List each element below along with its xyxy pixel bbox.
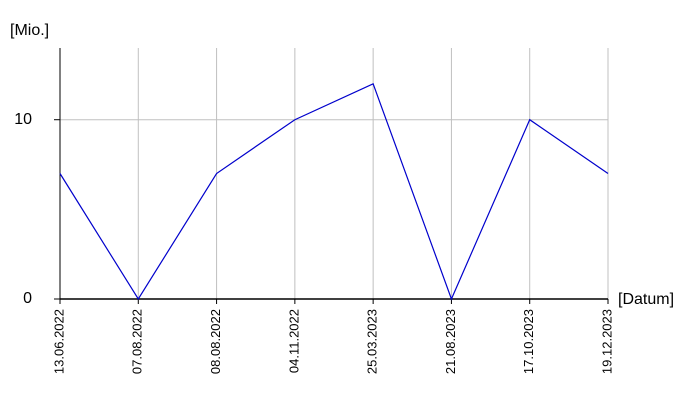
y-axis-label: [Mio.]: [10, 22, 49, 39]
x-tick-label: 08.08.2022: [208, 309, 223, 374]
x-tick-label: 13.06.2022: [51, 309, 66, 374]
x-tick-label: 19.12.2023: [599, 309, 614, 374]
x-axis-label: [Datum]: [618, 291, 674, 308]
y-tick-label: 10: [14, 111, 32, 128]
y-tick-label: 0: [23, 290, 32, 307]
line: [59, 83, 609, 301]
x-tick-label: 07.08.2022: [130, 309, 145, 374]
x-tick-label: 25.03.2023: [365, 309, 380, 374]
x-tick-label: 04.11.2022: [286, 309, 301, 373]
x-tick-label: 17.10.2023: [521, 309, 536, 374]
x-tick-label: 21.08.2023: [443, 309, 458, 374]
